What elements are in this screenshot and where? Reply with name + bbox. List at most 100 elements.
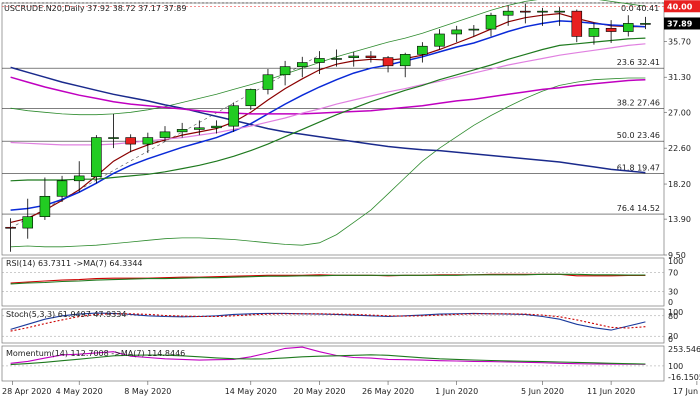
rsi-panel[interactable]: 100 70 300 [1,257,683,307]
x-axis: 28 Apr 2020 4 May 2020 8 May 2020 14 May 20… [2,381,700,396]
moving-average [10,12,646,223]
candle-body [142,137,154,145]
x-tick-label: 14 May 2020 [225,387,277,396]
indicator-line [10,354,646,366]
candle-body [605,27,617,32]
price-panel[interactable]: 23.6 32.41 38.2 27.46 50.0 23.46 61.8 19.47… [1,0,700,260]
candle-body [228,105,239,127]
y-tick-label: -16.1505 [668,373,700,382]
y-tick-label: 70 [668,268,678,277]
candle-body [279,66,291,76]
x-tick-label: 11 Jun 2020 [587,387,635,396]
fib-top-label: 0.0 40.41 [621,4,659,13]
candle-body [194,127,205,130]
candle-body [73,175,85,182]
fib-label: 61.8 19.47 [617,164,660,173]
level-tag-text: 40.00 [667,2,693,11]
candle-body [485,14,497,30]
x-tick-label: 5 Jun 2020 [521,387,564,396]
moving-average [10,76,646,115]
y-tick-label: 30 [668,288,678,297]
momentum-panel[interactable]: 253.5462 100 -16.1505 [1,345,700,382]
candle-body [640,23,651,25]
candle-body [417,45,428,55]
y-tick-label: 27.00 [668,108,691,117]
candle-body [382,57,394,67]
candle-body [537,10,548,13]
candle-body [296,62,308,67]
y-tick-label: 22.60 [668,144,691,153]
candle-body [399,54,411,67]
candle-body [588,27,600,37]
candle-body [622,23,634,32]
bollinger-band [10,0,646,116]
candle-body [125,137,136,145]
panel-rsi-frame [1,257,665,307]
candle-body [108,137,119,139]
candle-body [211,125,222,129]
y-tick-label: 20 [668,332,678,341]
y-tick-label: 35.70 [668,37,691,46]
x-tick-label: 4 May 2020 [56,387,103,396]
y-tick-label: 9.50 [668,251,686,260]
moving-average [10,43,646,146]
moving-average [10,37,646,182]
y-tick-label: 100 [668,362,683,371]
panel-stoch-frame [1,308,665,344]
price-tag [664,17,700,30]
indicator-line [10,273,646,285]
candle-body [365,55,377,58]
moving-average [10,20,646,211]
candle-body [5,226,16,229]
y-tick-label: 80 [668,312,678,321]
y-tick-label: 13.90 [668,215,691,224]
x-tick-label: 26 May 2020 [362,387,414,396]
y-tick-label: 0 [668,335,673,344]
fib-label: 23.6 32.41 [617,58,660,67]
candle-body [22,216,34,229]
candle-body [554,10,565,13]
chart-title: USCRUDE.N20,Daily 37.92 38.72 37.17 37.8… [4,4,186,13]
y-tick-label: 18.20 [668,180,691,189]
stoch-label: Stoch(5,3,3) 61.9497 47.9334 [6,310,126,319]
candle-body [451,29,462,35]
momentum-label: Momentum(14) 112.7008 ->MA(7) 114.8446 [6,349,185,358]
fib-label: 76.4 14.52 [617,204,660,213]
candle-body [262,74,274,90]
candle-body [176,129,188,133]
x-tick-label: 8 May 2020 [124,387,171,396]
candle-body [314,58,325,63]
y-tick-label: 253.5462 [668,345,700,354]
y-tick-label: 31.30 [668,73,691,82]
x-tick-label: 28 Apr 2020 [2,387,51,396]
fib-label: 50.0 23.46 [617,131,660,140]
rsi-label: RSI(14) 63.7311 ->MA(7) 64.3344 [6,259,143,268]
candle-body [434,33,445,47]
indicator-line [10,312,646,331]
candle-body [348,55,360,58]
candle-body [520,10,531,13]
candle-body [468,28,480,31]
y-tick-label: 100 [668,308,683,317]
y-tick-label: 100 [668,257,683,266]
y-tick-label: 0 [668,298,673,307]
moving-average [10,66,646,174]
candle-body [245,89,257,107]
price-tag-text: 37.89 [667,19,693,28]
indicator-line [10,346,646,365]
candle-body [56,180,68,197]
level-tag [664,0,700,13]
candle-body [91,137,102,178]
candle-body [331,58,342,60]
fib-label: 38.2 27.46 [617,99,660,108]
panel-mom-frame [1,345,665,382]
x-tick-label: 17 Jun 2020 [673,387,700,396]
candle-body [159,131,171,138]
x-tick-label: 1 Jun 2020 [435,387,478,396]
candle-body [571,10,583,37]
bollinger-band [10,77,646,248]
x-tick-label: 20 May 2020 [293,387,345,396]
candle-body [502,10,514,16]
